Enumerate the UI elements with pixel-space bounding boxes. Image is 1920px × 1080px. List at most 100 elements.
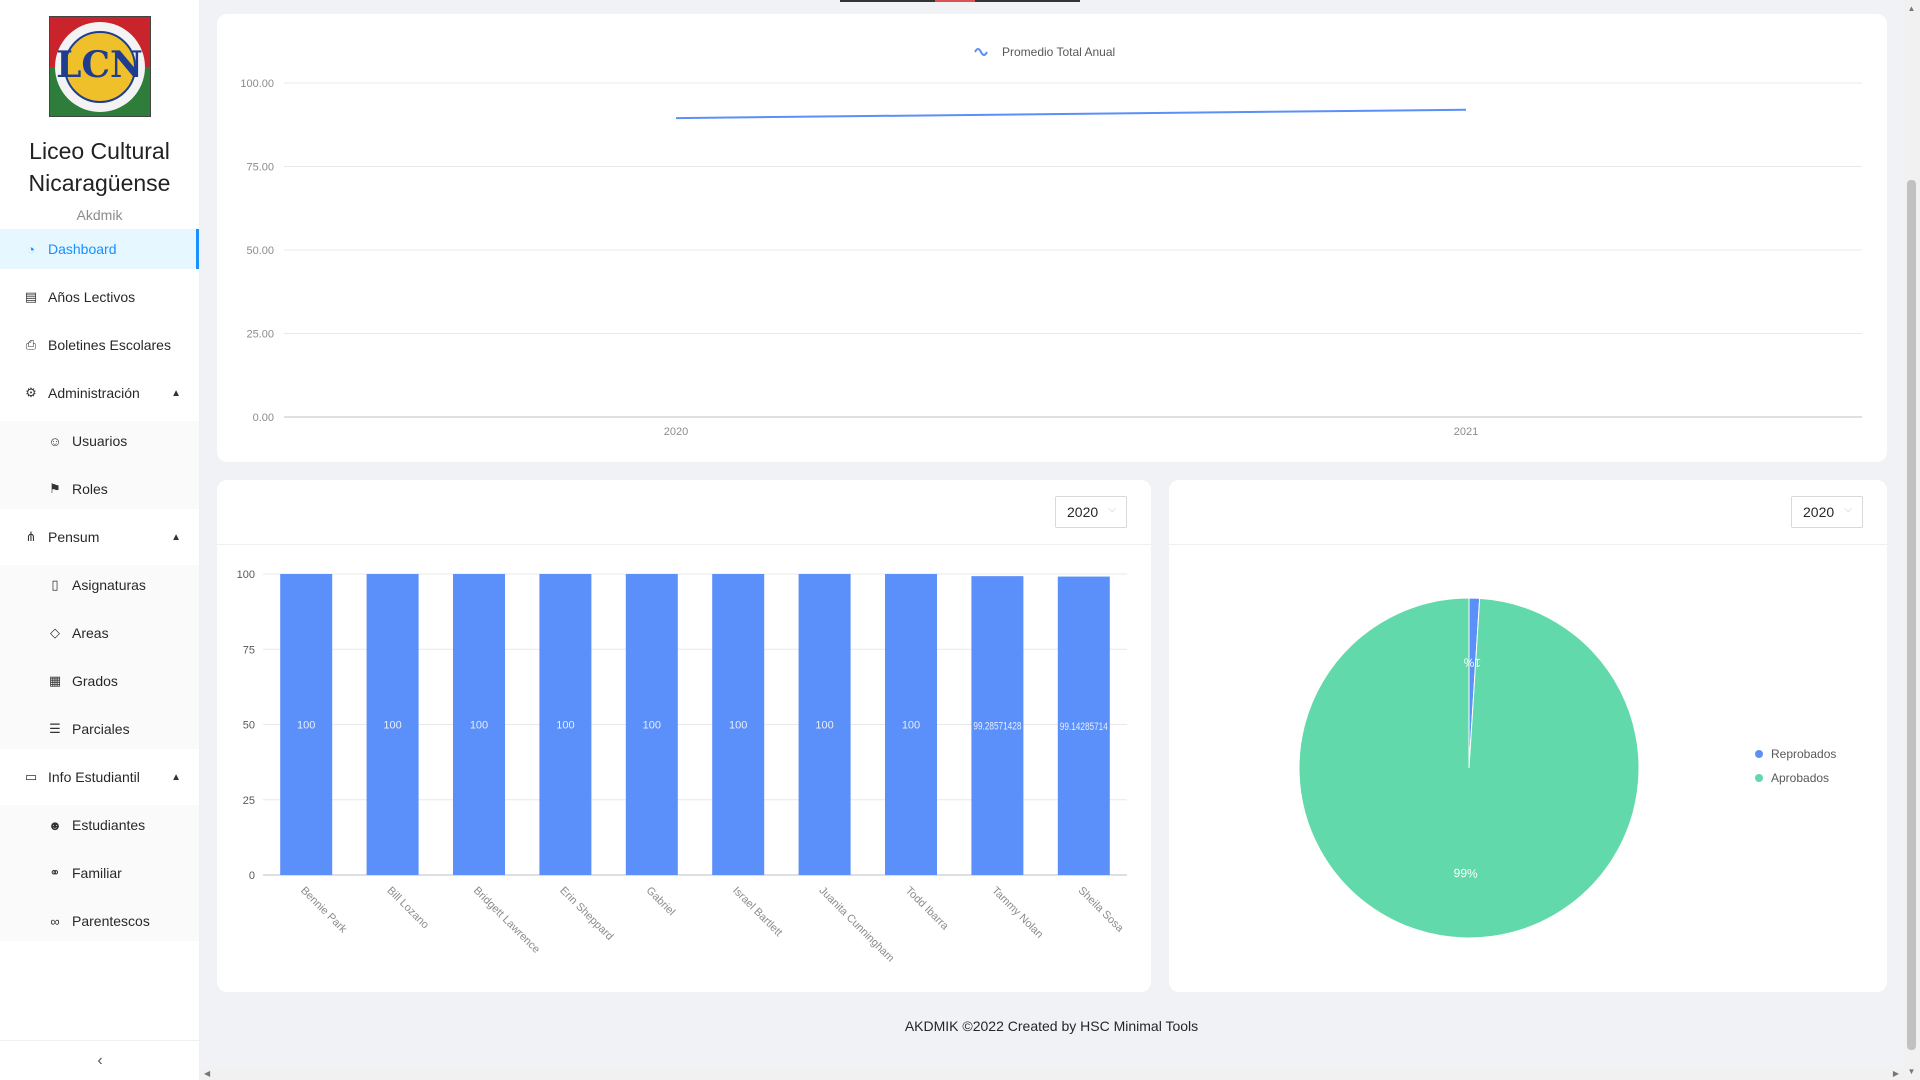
legend-label[interactable]: Aprobados — [1771, 771, 1829, 785]
y-tick-label: 75 — [243, 644, 255, 656]
bar-value-label: 100 — [729, 720, 747, 732]
chevron-left-icon: ‹ — [97, 1051, 103, 1069]
scroll-down-icon[interactable]: ▼ — [1907, 1067, 1916, 1076]
bar-value-label: 100 — [383, 720, 401, 732]
sidebar-item-parentescos[interactable]: ∞ Parentescos — [0, 901, 199, 941]
sidebar-item-label: Grados — [72, 673, 118, 689]
legend-line-icon — [974, 48, 988, 56]
x-tick-label: 2020 — [664, 426, 688, 438]
x-tick-label: 2021 — [1454, 426, 1478, 438]
scroll-up-icon[interactable]: ▲ — [1907, 4, 1916, 13]
sidebar-menu: ◔ Dashboard ▤ Años Lectivos ⎙ Boletines … — [0, 229, 199, 941]
pie-slice[interactable] — [1298, 597, 1640, 939]
pie-year-select[interactable]: 2020 ⌵ — [1791, 496, 1863, 528]
pie-chart: 1% 99% Reprobados Aprobados — [1298, 597, 1836, 939]
vertical-scrollbar[interactable]: ▲ ▼ — [1903, 0, 1920, 1080]
legend-label[interactable]: Reprobados — [1771, 747, 1836, 761]
bar-value-label: 100 — [556, 720, 574, 732]
sidebar-item-label: Familiar — [72, 865, 122, 881]
logo-monogram: LCN — [56, 44, 143, 86]
student-icon: ☻ — [48, 817, 62, 833]
sidebar-item-label: Info Estudiantil — [48, 769, 140, 785]
school-name: Liceo Cultural Nicaragüense — [0, 135, 199, 199]
sidebar-item-label: Areas — [72, 625, 109, 641]
sidebar-item-grados[interactable]: ▦ Grados — [0, 661, 199, 701]
sidebar-item-label: Boletines Escolares — [48, 337, 171, 353]
pie-slice-label: 99% — [1453, 866, 1478, 881]
sidebar-item-administracion[interactable]: ⚙ Administración ▲ — [0, 373, 199, 413]
submenu-pensum: ▯ Asignaturas ◇ Areas ▦ Grados ☰ Parcial… — [0, 565, 199, 749]
link-icon: ∞ — [50, 913, 60, 929]
folder-open-icon: ▭ — [24, 769, 38, 784]
book-icon: ▯ — [51, 577, 59, 592]
sidebar-item-pensum[interactable]: ⋔ Pensum ▲ — [0, 517, 199, 557]
bar[interactable] — [539, 574, 592, 875]
bar[interactable] — [453, 574, 505, 875]
bar-year-select[interactable]: 2020 ⌵ — [1055, 496, 1127, 528]
chevron-up-icon: ▲ — [171, 531, 181, 543]
scroll-right-icon[interactable]: ▶ — [1892, 1069, 1899, 1078]
y-tick-label: 0 — [249, 870, 255, 882]
bar[interactable] — [712, 574, 765, 875]
sidebar: LCN Liceo Cultural Nicaragüense Akdmik ◔… — [0, 0, 200, 1080]
pie-slice-label: 1% — [1463, 655, 1481, 670]
bar[interactable] — [1057, 576, 1110, 875]
printer-icon: ⎙ — [25, 337, 37, 352]
line-chart-legend[interactable]: Promedio Total Anual — [974, 45, 1115, 59]
sidebar-item-label: Pensum — [48, 529, 100, 545]
series-line[interactable] — [675, 108, 1467, 120]
bar[interactable] — [798, 574, 851, 875]
x-tick-label: Gabriel — [644, 885, 678, 919]
school-logo: LCN — [48, 16, 151, 117]
list-icon: ☰ — [49, 721, 61, 736]
horizontal-scrollbar[interactable]: ◀ ▶ — [200, 1068, 1903, 1080]
sidebar-item-label: Administración — [48, 385, 140, 401]
legend-marker — [1755, 750, 1763, 758]
bar[interactable] — [280, 574, 333, 875]
y-tick-label: 50 — [243, 720, 255, 732]
sidebar-collapse-button[interactable]: ‹ — [0, 1040, 200, 1080]
sidebar-item-usuarios[interactable]: ☺ Usuarios — [0, 421, 199, 461]
sidebar-item-anos-lectivos[interactable]: ▤ Años Lectivos — [0, 277, 199, 317]
x-tick-label: Bill Lozano — [384, 885, 431, 932]
sidebar-item-parciales[interactable]: ☰ Parciales — [0, 709, 199, 749]
bar[interactable] — [885, 574, 937, 875]
building-icon: ▦ — [48, 673, 62, 688]
calendar-icon: ▤ — [24, 289, 38, 304]
y-tick-label: 25 — [243, 795, 255, 807]
legend-label: Promedio Total Anual — [1002, 45, 1115, 59]
x-tick-label: Bridgett Lawrence — [471, 885, 542, 956]
chevron-up-icon: ▲ — [171, 387, 181, 399]
sidebar-item-label: Parciales — [72, 721, 130, 737]
sidebar-item-roles[interactable]: ⚑ Roles — [0, 469, 199, 509]
flag-icon: ⚑ — [49, 481, 61, 496]
dashboard-icon: ◔ — [27, 241, 35, 257]
submenu-info-estudiantil: ☻ Estudiantes ⚭ Familiar ∞ Parentescos — [0, 805, 199, 941]
sidebar-item-asignaturas[interactable]: ▯ Asignaturas — [0, 565, 199, 605]
bar[interactable] — [625, 574, 678, 875]
bar-value-label: 99.14285714 — [1060, 721, 1108, 733]
x-tick-label: Tammy Nolan — [989, 885, 1045, 941]
bar[interactable] — [366, 574, 419, 875]
sidebar-item-label: Estudiantes — [72, 817, 146, 833]
chevron-down-icon: ⌵ — [1108, 504, 1116, 515]
sidebar-item-label: Años Lectivos — [48, 289, 136, 305]
sidebar-item-areas[interactable]: ◇ Areas — [0, 613, 199, 653]
bar-year-value: 2020 — [1067, 504, 1099, 520]
sidebar-item-info-estudiantil[interactable]: ▭ Info Estudiantil ▲ — [0, 757, 199, 797]
bar-value-label: 100 — [815, 720, 833, 732]
y-tick-label: 100.00 — [240, 78, 274, 90]
scroll-left-icon[interactable]: ◀ — [204, 1069, 211, 1078]
bar-chart-card: 2020 ⌵ 100 75 50 25 0 100 100 100 100 100 100 100 1… — [217, 480, 1151, 992]
bar[interactable] — [971, 576, 1024, 875]
logo-area: LCN — [0, 0, 199, 117]
sidebar-item-dashboard[interactable]: ◔ Dashboard — [0, 229, 199, 269]
y-tick-label: 50.00 — [246, 245, 274, 257]
sidebar-item-label: Dashboard — [48, 241, 117, 257]
sidebar-item-estudiantes[interactable]: ☻ Estudiantes — [0, 805, 199, 845]
sidebar-item-familiar[interactable]: ⚭ Familiar — [0, 853, 199, 893]
scrollbar-thumb[interactable] — [1907, 180, 1916, 1050]
sidebar-item-boletines[interactable]: ⎙ Boletines Escolares — [0, 325, 199, 365]
top-edge-indicator — [840, 0, 1080, 2]
x-tick-label: Israel Bartlett — [730, 885, 784, 939]
